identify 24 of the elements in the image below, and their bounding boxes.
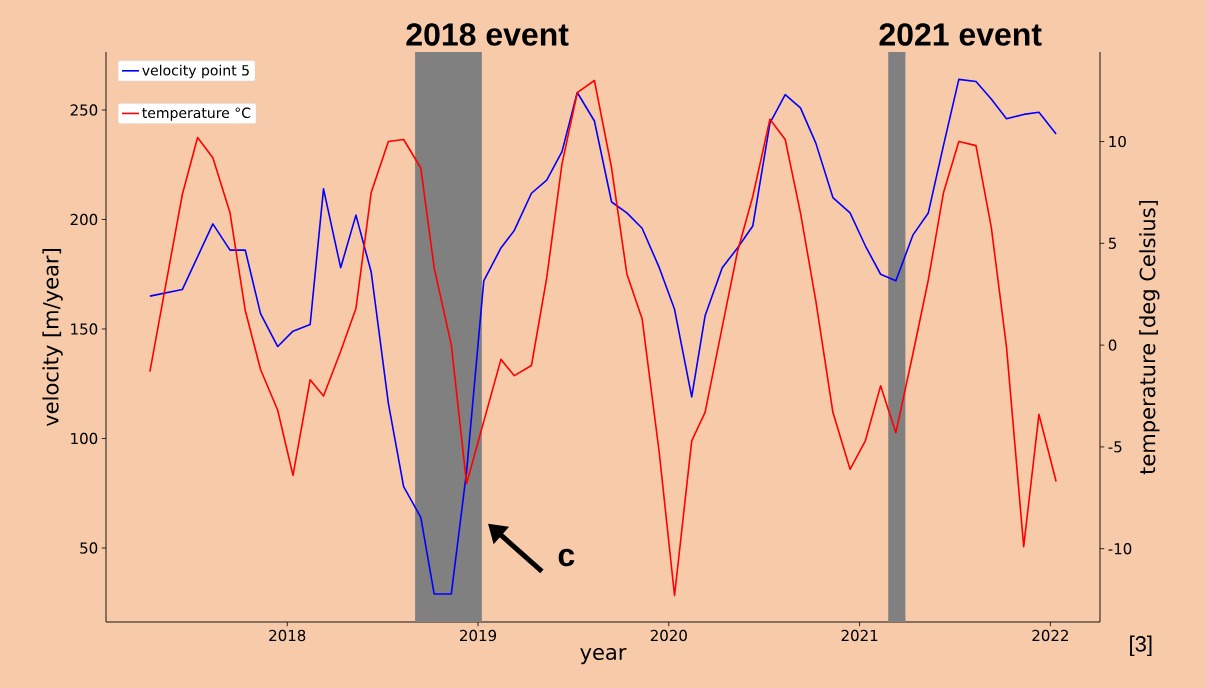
text: [3] [1130,635,1152,657]
x-axis-title: year [580,648,627,665]
x-tick-label: 2019 [460,629,497,642]
y2-tick-label: 5 [1108,237,1117,249]
y-tick-label: 100 [71,432,98,445]
band-label: 2021 event [879,23,1042,46]
x-tick-label: 2018 [269,629,306,642]
y2-tick-label: 0 [1108,339,1117,351]
y-tick-label: 200 [70,213,98,226]
annotation: c [558,548,575,567]
y2-tick-label: 10 [1109,135,1126,148]
y2-axis-title: temperature [deg Celsius] [1139,200,1160,475]
band-label: 2018 event [406,23,569,46]
y-tick-label: 150 [71,323,98,335]
x-tick-label: 2021 [841,629,878,642]
legend-label: temperature °C [142,107,251,121]
y2-tick-label: -10 [1108,543,1132,555]
y-axis-title: velocity [m/year] [42,249,63,427]
y-tick-label: 250 [70,104,98,116]
y2-tick-label: -5 [1108,441,1122,453]
x-tick-label: 2022 [1032,629,1068,642]
x-tick-label: 2020 [650,629,687,642]
y-tick-label: 50 [80,542,98,554]
legend-label: velocity point 5 [142,64,249,79]
